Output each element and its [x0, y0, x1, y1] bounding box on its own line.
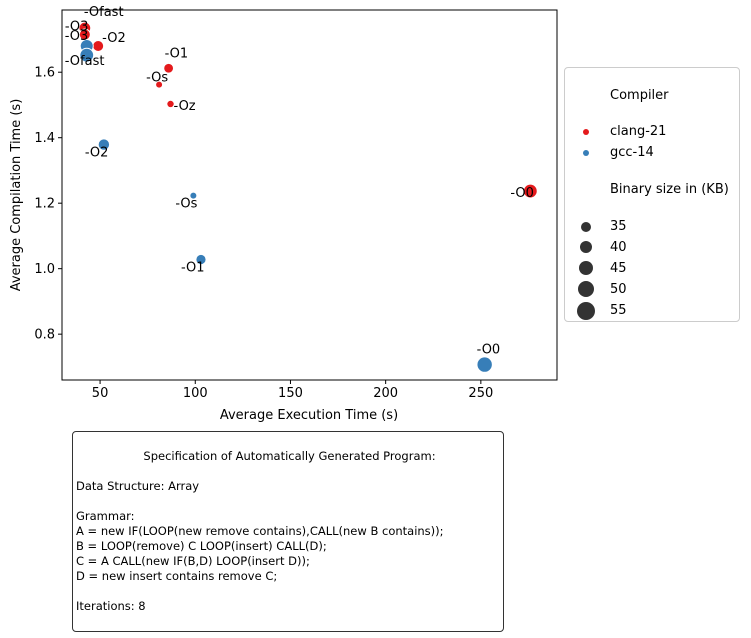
point-clang-21-O1	[163, 62, 175, 74]
point-clang-21-Os	[155, 80, 164, 89]
legend-size-label-55: 55	[610, 303, 627, 318]
legend-series-gcc: gcc-14	[610, 145, 654, 160]
legend-size-marker-40	[580, 241, 592, 253]
y-tick-label: 0.8	[34, 328, 55, 343]
x-axis-label: Average Execution Time (s)	[220, 408, 398, 423]
point-label: -Ofast	[65, 54, 105, 69]
x-tick-label: 200	[373, 386, 398, 401]
point-label: -Ofast	[84, 5, 124, 20]
legend-marker-clang	[583, 129, 589, 135]
legend-series-clang: clang-21	[610, 124, 667, 139]
point-label: -Oz	[174, 99, 196, 114]
spec-title: Specification of Automatically Generated…	[143, 449, 436, 463]
legend-hue-title: Compiler	[610, 88, 669, 103]
y-tick-label: 1.0	[34, 262, 55, 277]
legend-size-label-35: 35	[610, 219, 627, 234]
point-label: -Os	[146, 71, 168, 86]
point-label: -O1	[165, 46, 189, 61]
point-gcc-14-O2	[97, 138, 111, 151]
spec-grammar-label: Grammar:	[76, 509, 135, 523]
legend-marker-gcc	[583, 150, 589, 156]
point-gcc-14-Os	[189, 191, 198, 200]
y-tick-label: 1.4	[34, 131, 55, 146]
x-tick-label: 50	[92, 386, 109, 401]
point-labels: -Ofast-O3-O2-O1-Os-Oz-O0-O3-Ofast-O2-Os-…	[65, 5, 534, 358]
legend-size-title: Binary size in (KB)	[610, 182, 729, 197]
point-gcc-14-O0	[476, 356, 493, 373]
program-spec-box: Specification of Automatically Generated…	[72, 431, 504, 632]
point-label: -O1	[181, 261, 205, 276]
scatter-chart: 50 100 150 200 250 0.81.01.21.41.6 -Ofast-O3…	[9, 5, 558, 423]
x-axis-ticks: 50 100 150 200 250	[92, 380, 493, 401]
legend-size-marker-45	[579, 261, 593, 275]
spec-grammar-rule: A = new IF(LOOP(new remove contains),CAL…	[76, 524, 444, 538]
point-label: -O2	[85, 146, 109, 161]
legend-size-marker-50	[578, 281, 594, 297]
y-tick-label: 1.2	[34, 197, 55, 212]
point-label: -O3	[65, 29, 89, 44]
spec-data-structure: Data Structure: Array	[76, 479, 200, 493]
x-tick-label: 250	[468, 386, 493, 401]
spec-grammar-rule: B = LOOP(remove) C LOOP(insert) CALL(D);	[76, 539, 327, 553]
point-label: -O3	[65, 20, 89, 35]
point-clang-21-O0	[522, 183, 538, 199]
point-gcc-14-O1	[195, 253, 207, 266]
x-tick-label: 100	[183, 386, 208, 401]
plot-area	[61, 9, 558, 381]
point-label: -O0	[510, 186, 534, 201]
data-points	[78, 21, 538, 373]
point-gcc-14-Ofast	[79, 47, 95, 63]
y-axis-label: Average Compilation Time (s)	[9, 99, 24, 292]
spec-iterations: Iterations: 8	[76, 599, 146, 613]
legend-size-marker-55	[577, 302, 595, 320]
spec-grammar-rule: C = A CALL(new IF(B,D) LOOP(insert D));	[76, 554, 310, 568]
spec-grammar-rule: D = new insert contains remove C;	[76, 569, 278, 583]
y-axis-ticks: 0.8 1.0 1.2 1.4 1.6	[34, 66, 62, 343]
point-clang-21-Oz	[166, 99, 175, 109]
y-tick-label: 1.6	[34, 66, 55, 81]
x-tick-label: 150	[278, 386, 303, 401]
chart-legend: Compiler clang-21 gcc-14 Binary size in …	[564, 67, 740, 322]
point-label: -O2	[102, 31, 126, 46]
point-label: -O0	[477, 343, 501, 358]
legend-size-marker-35	[581, 222, 591, 232]
legend-size-label-45: 45	[610, 261, 627, 276]
point-label: -Os	[175, 197, 197, 212]
legend-size-label-40: 40	[610, 240, 627, 255]
legend-size-label-50: 50	[610, 282, 627, 297]
